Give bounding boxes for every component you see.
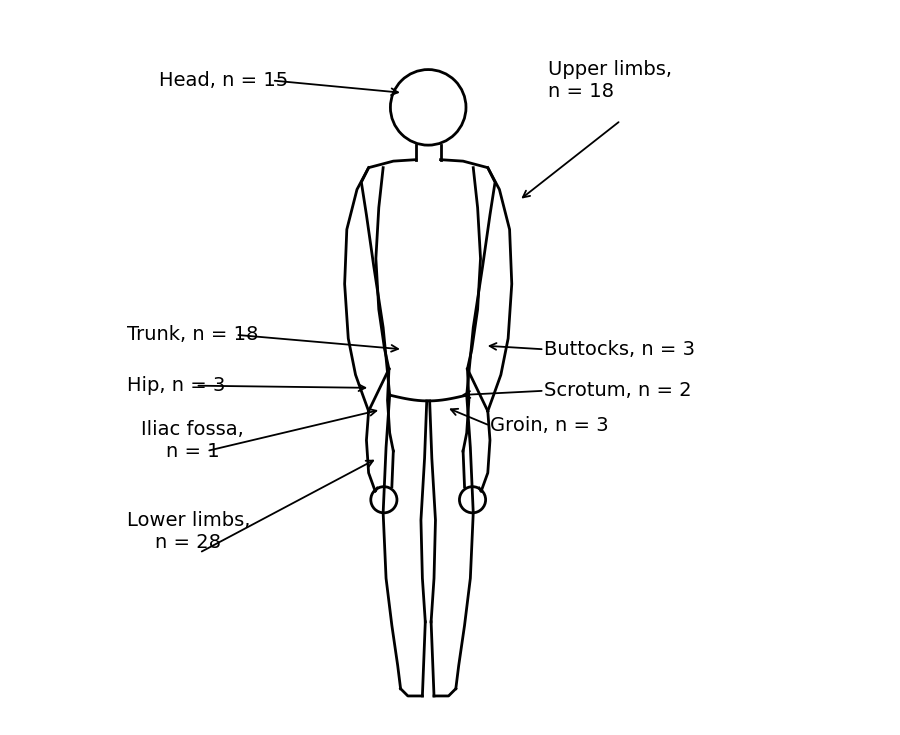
- Text: Scrotum, n = 2: Scrotum, n = 2: [544, 381, 692, 401]
- Text: Groin, n = 3: Groin, n = 3: [490, 416, 608, 435]
- Text: Hip, n = 3: Hip, n = 3: [127, 376, 225, 395]
- Text: Head, n = 15: Head, n = 15: [159, 71, 289, 90]
- Text: Upper limbs,
n = 18: Upper limbs, n = 18: [548, 60, 672, 101]
- Text: Iliac fossa,
n = 1: Iliac fossa, n = 1: [141, 420, 244, 461]
- Text: Trunk, n = 18: Trunk, n = 18: [127, 326, 258, 344]
- Text: Lower limbs,
n = 28: Lower limbs, n = 28: [127, 511, 250, 551]
- Text: Buttocks, n = 3: Buttocks, n = 3: [544, 340, 696, 359]
